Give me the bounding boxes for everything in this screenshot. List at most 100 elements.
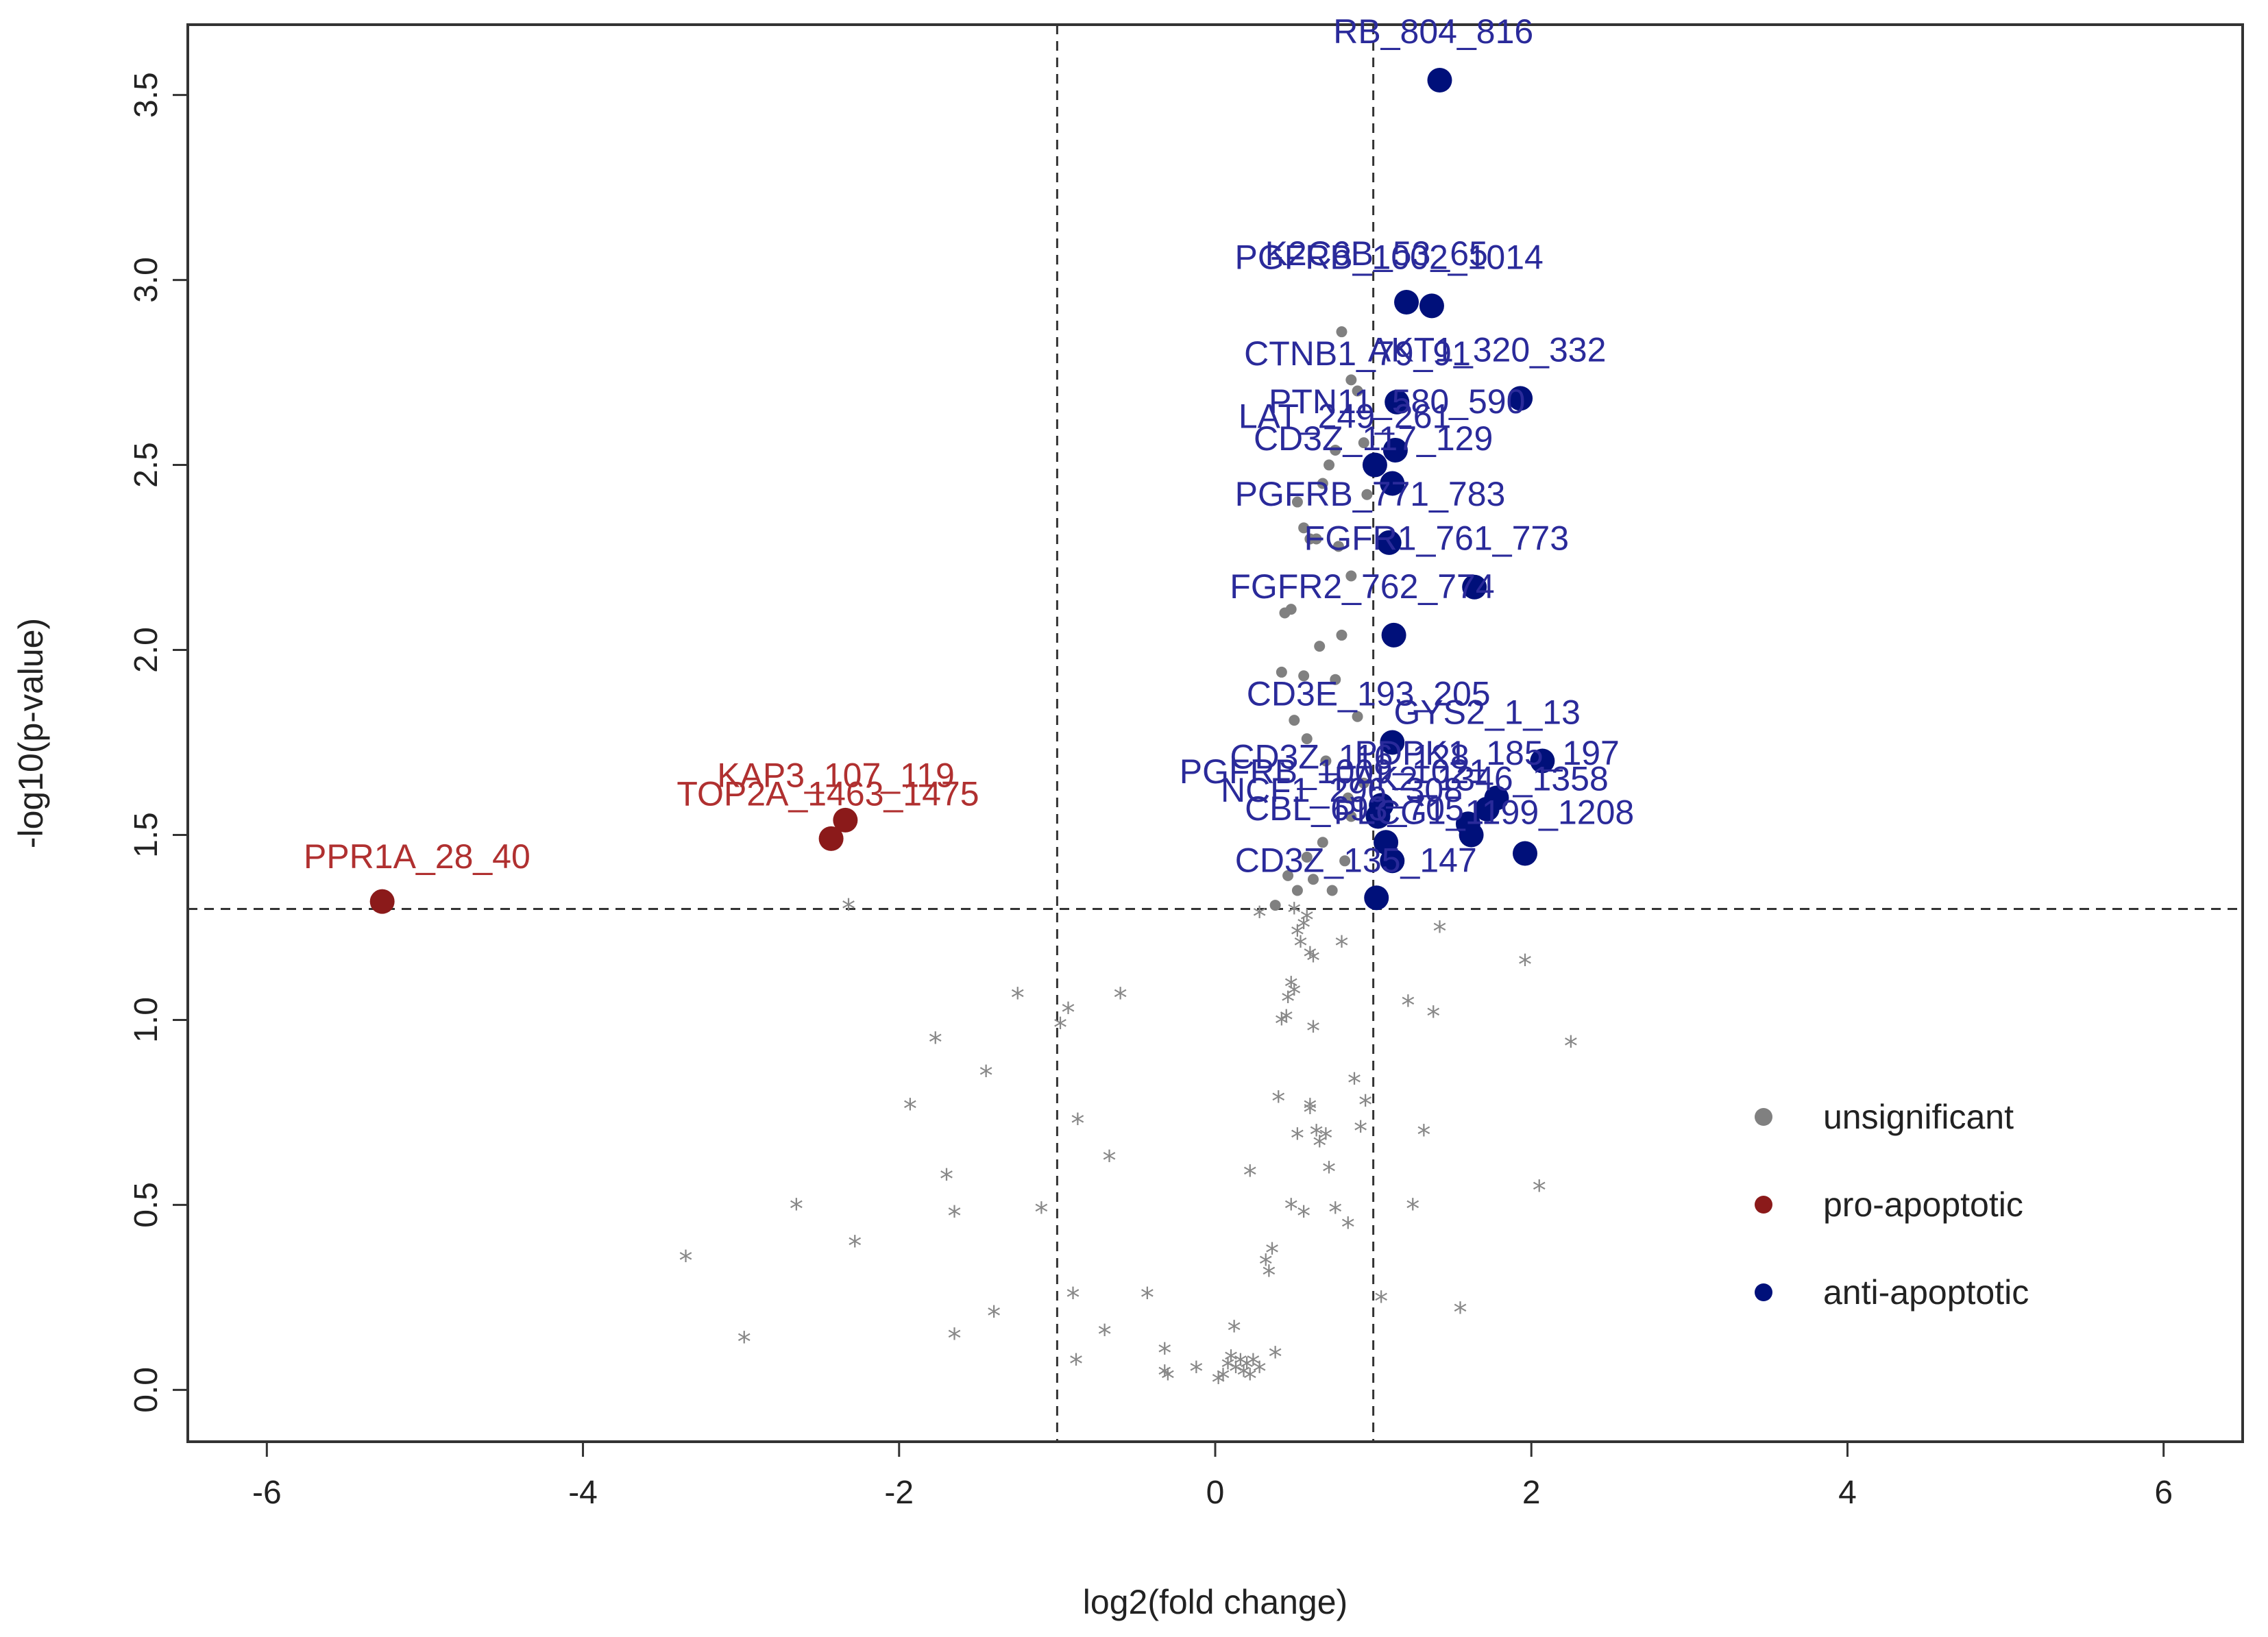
y-tick-label: 3.5: [128, 72, 164, 118]
plot-frame: [186, 23, 2244, 1443]
unsignificant-point: [1320, 755, 1332, 767]
unsignificant-point: *: [1432, 916, 1446, 948]
unsignificant-point: *: [1300, 905, 1314, 937]
unsignificant-point: *: [1053, 1012, 1067, 1044]
anti-apoptotic-point: [1380, 471, 1405, 496]
unsignificant-point: *: [929, 1027, 942, 1059]
unsignificant-point: [1276, 666, 1287, 678]
anti-apoptotic-points: [1362, 67, 1555, 911]
legend-marker: [1755, 1283, 1772, 1301]
anti-apoptotic-point: [1376, 530, 1402, 555]
pro-apoptotic-point: [369, 889, 395, 914]
y-axis: 0.0 0.5 1.0 1.5 2.0 2.5 3.0 3.5: [128, 72, 188, 1413]
unsignificant-point: *: [1334, 931, 1348, 962]
unsignificant-point: *: [1328, 1197, 1342, 1229]
anti-apoptotic-label: PGFRB_1009_1021: [1180, 752, 1488, 791]
unsignificant-points: ************************** * ************ *…: [679, 326, 1578, 1399]
unsignificant-point: *: [1319, 1123, 1332, 1155]
y-tick-label: 2.0: [128, 627, 164, 673]
anti-apoptotic-point: [1385, 389, 1410, 415]
pro-apoptotic-point: [818, 826, 844, 851]
y-tick-label: 2.5: [128, 442, 164, 488]
unsignificant-point: *: [1265, 1238, 1279, 1270]
unsignificant-point: *: [1229, 1356, 1243, 1388]
unsignificant-point: *: [1417, 1120, 1430, 1151]
legend-label: anti-apoptotic: [1823, 1273, 2029, 1312]
unsignificant-point: [1282, 870, 1294, 881]
unsignificant-point: *: [1426, 1001, 1440, 1033]
unsignificant-point: *: [1297, 1201, 1310, 1233]
unsignificant-point: *: [1322, 1157, 1336, 1188]
unsignificant-point: *: [1280, 1005, 1293, 1036]
unsignificant-point: *: [1358, 1090, 1372, 1122]
unsignificant-point: *: [1453, 1297, 1467, 1329]
unsignificant-point: *: [1224, 1345, 1238, 1377]
unsignificant-point: [1291, 496, 1303, 508]
unsignificant-point: *: [848, 1231, 862, 1262]
unsignificant-point: [1310, 533, 1322, 545]
anti-apoptotic-point: [1381, 622, 1406, 648]
threshold-lines: [188, 25, 2243, 1442]
unsignificant-point: [1307, 874, 1319, 885]
anti-apoptotic-label: FGFR1_761_773: [1304, 519, 1569, 558]
unsignificant-point: *: [1237, 1360, 1251, 1392]
unsignificant-point: [1361, 489, 1373, 500]
x-tick-label: 4: [1838, 1475, 1857, 1511]
x-axis-title: log2(fold change): [1083, 1583, 1348, 1621]
y-tick-label: 0.0: [128, 1367, 164, 1413]
anti-apoptotic-point: [1365, 804, 1391, 829]
unsignificant-point: *: [1062, 998, 1075, 1029]
unsignificant-point: [1326, 885, 1338, 896]
y-tick-label: 1.5: [128, 812, 164, 858]
unsignificant-point: *: [1217, 1364, 1230, 1395]
unsignificant-point: *: [947, 1201, 961, 1233]
legend-label: unsignificant: [1823, 1098, 2014, 1136]
anti-apoptotic-label: K2C6B_53_65: [1265, 234, 1488, 273]
unsignificant-point: *: [1262, 1260, 1276, 1292]
unsignificant-point: [1330, 674, 1341, 685]
unsignificant-point: [1352, 385, 1363, 397]
unsignificant-point: [1330, 444, 1341, 456]
x-tick-label: -2: [884, 1475, 914, 1511]
unsignificant-point: *: [1275, 1009, 1289, 1040]
unsignificant-point: *: [1246, 1349, 1260, 1381]
unsignificant-point: *: [1303, 1097, 1317, 1129]
unsignificant-point: *: [679, 1245, 692, 1277]
anti-apoptotic-point: [1427, 67, 1452, 93]
unsignificant-point: *: [1287, 898, 1301, 929]
anti-apoptotic-label: GYS2_1_13: [1393, 693, 1580, 732]
anti-apoptotic-point: [1462, 574, 1487, 600]
y-axis-title: -log10(p-value): [12, 618, 50, 848]
unsignificant-point: *: [987, 1301, 1001, 1332]
unsignificant-point: [1324, 459, 1335, 471]
unsignificant-point: [1298, 522, 1310, 534]
unsignificant-point: *: [1303, 1094, 1317, 1125]
pro-apoptotic-label: KAP3_107_119: [717, 756, 955, 794]
unsignificant-point: [1345, 374, 1357, 386]
x-tick-label: -6: [252, 1475, 282, 1511]
unsignificant-point: *: [1287, 979, 1301, 1011]
unsignificant-point: [1314, 641, 1326, 652]
anti-apoptotic-point: [1530, 748, 1555, 774]
anti-apoptotic-point: [1364, 885, 1389, 911]
unsignificant-point: [1358, 777, 1369, 789]
x-axis: -6 -4 -2 0 2 4 6: [252, 1442, 2173, 1511]
unsignificant-point: *: [1102, 1146, 1116, 1177]
unsignificant-point: [1345, 811, 1357, 822]
unsignificant-point: [1269, 900, 1281, 911]
anti-apoptotic-label: LAT_249_261: [1239, 397, 1451, 436]
unsignificant-point: *: [1114, 983, 1127, 1014]
pro-apoptotic-point: [833, 807, 858, 833]
unsignificant-point: *: [1234, 1349, 1247, 1381]
unsignificant-point: [1339, 855, 1351, 867]
unsignificant-point: *: [1253, 1356, 1267, 1388]
unsignificant-point: *: [1141, 1282, 1154, 1314]
unsignificant-point: [1317, 478, 1328, 489]
anti-apoptotic-point: [1380, 848, 1405, 874]
anti-apoptotic-label: CD3Z_135_147: [1235, 841, 1477, 879]
unsignificant-point: *: [1306, 1016, 1320, 1048]
unsignificant-point: *: [1189, 1356, 1203, 1388]
unsignificant-point: [1336, 629, 1348, 641]
